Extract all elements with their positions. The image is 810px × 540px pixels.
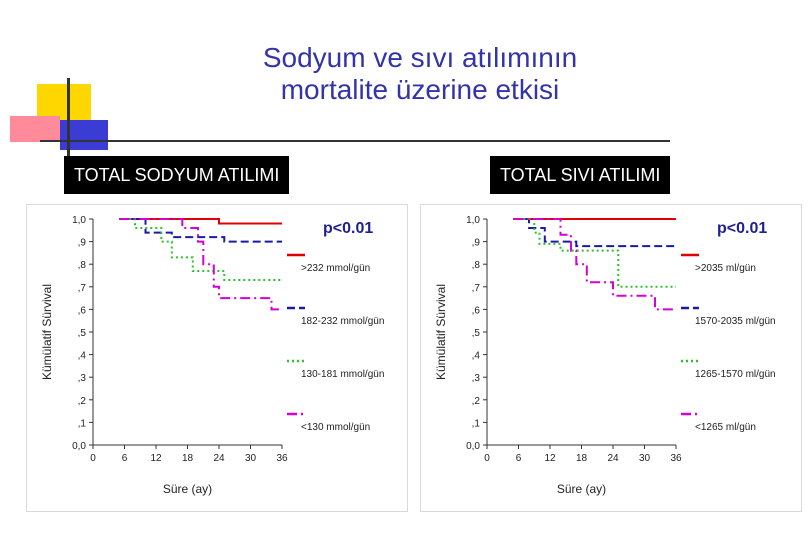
series-line-2 bbox=[513, 218, 676, 248]
x-tick-label: 36 bbox=[670, 453, 682, 464]
chart-svg-fluid: 0,0 ,1 ,2 ,3 ,4 ,5 ,6 ,7 ,8 ,9 1,0 0 6 12 18 24 30 36 Süre… bbox=[434, 215, 776, 496]
series-line-2 bbox=[119, 218, 282, 243]
legend-label-4: <130 mmol/gün bbox=[301, 422, 370, 433]
p-value-annotation: p<0.01 bbox=[717, 220, 767, 237]
title-line-1: Sodyum ve sıvı atılımının bbox=[262, 42, 578, 73]
y-tick-label: ,6 bbox=[472, 305, 481, 316]
y-tick-label: ,3 bbox=[472, 373, 481, 384]
y-tick-label: ,5 bbox=[472, 328, 481, 339]
y-tick-label: 0,0 bbox=[72, 441, 86, 452]
legend-label-1: >2035 ml/gün bbox=[695, 263, 756, 274]
x-axis-label: Süre (ay) bbox=[163, 482, 212, 496]
page-title: Sodyum ve sıvı atılımının mortalite üzer… bbox=[120, 42, 720, 106]
x-tick-label: 0 bbox=[90, 453, 96, 464]
y-tick-label: ,4 bbox=[472, 351, 481, 362]
x-tick-label: 30 bbox=[245, 453, 257, 464]
x-tick-label: 30 bbox=[639, 453, 651, 464]
decoration-vertical-line bbox=[67, 78, 70, 164]
x-tick-label: 12 bbox=[150, 453, 162, 464]
decoration-pink-square bbox=[10, 116, 60, 142]
y-axis-label: Kümülatif Sürvival bbox=[40, 284, 54, 380]
y-tick-label: 1,0 bbox=[72, 215, 86, 226]
y-tick-label: ,8 bbox=[78, 260, 87, 271]
y-tick-label: ,9 bbox=[78, 238, 87, 249]
y-axis-label: Kümülatif Sürvival bbox=[434, 284, 448, 380]
y-tick-label: ,6 bbox=[78, 305, 87, 316]
p-value-annotation: p<0.01 bbox=[323, 220, 373, 237]
chart-panel-sodium: 0,0 ,1 ,2 ,3 ,4 ,5 ,6 ,7 ,8 ,9 1,0 0 6 12 18 24 30 36 Süre… bbox=[26, 204, 408, 512]
series-line-4 bbox=[119, 218, 282, 311]
x-tick-label: 18 bbox=[576, 453, 588, 464]
x-tick-label: 12 bbox=[544, 453, 556, 464]
decoration-horizontal-line bbox=[40, 140, 670, 142]
legend-label-3: 1265-1570 ml/gün bbox=[695, 369, 776, 380]
series-line-3 bbox=[119, 218, 282, 281]
x-tick-label: 36 bbox=[276, 453, 288, 464]
series-line-3 bbox=[513, 218, 676, 288]
y-tick-label: ,3 bbox=[78, 373, 87, 384]
x-tick-label: 6 bbox=[122, 453, 128, 464]
chart-svg-sodium: 0,0 ,1 ,2 ,3 ,4 ,5 ,6 ,7 ,8 ,9 1,0 0 6 12 18 24 30 36 Süre… bbox=[40, 215, 384, 496]
y-tick-label: ,9 bbox=[472, 238, 481, 249]
legend-label-2: 182-232 mmol/gün bbox=[301, 316, 384, 327]
x-tick-label: 24 bbox=[607, 453, 619, 464]
x-tick-label: 18 bbox=[182, 453, 194, 464]
section-label-fluid: TOTAL SIVI ATILIMI bbox=[490, 156, 671, 194]
y-tick-label: 1,0 bbox=[466, 215, 480, 226]
y-tick-label: ,8 bbox=[472, 260, 481, 271]
y-tick-label: ,2 bbox=[472, 396, 481, 407]
legend-label-1: >232 mmol/gün bbox=[301, 263, 370, 274]
chart-panel-fluid: 0,0 ,1 ,2 ,3 ,4 ,5 ,6 ,7 ,8 ,9 1,0 0 6 12 18 24 30 36 Süre… bbox=[420, 204, 802, 512]
y-tick-label: ,2 bbox=[78, 396, 87, 407]
legend-label-4: <1265 ml/gün bbox=[695, 422, 756, 433]
section-label-sodium: TOTAL SODYUM ATILIMI bbox=[64, 156, 290, 194]
y-tick-label: ,4 bbox=[78, 351, 87, 362]
y-tick-label: ,5 bbox=[78, 328, 87, 339]
x-tick-label: 0 bbox=[484, 453, 490, 464]
legend-label-3: 130-181 mmol/gün bbox=[301, 369, 384, 380]
y-tick-label: ,7 bbox=[78, 283, 87, 294]
x-axis-label: Süre (ay) bbox=[557, 482, 606, 496]
x-tick-label: 24 bbox=[213, 453, 225, 464]
y-tick-label: ,1 bbox=[472, 418, 481, 429]
series-line-4 bbox=[513, 218, 676, 311]
legend-label-2: 1570-2035 ml/gün bbox=[695, 316, 776, 327]
y-tick-label: 0,0 bbox=[466, 441, 480, 452]
y-tick-label: ,1 bbox=[78, 418, 87, 429]
x-tick-label: 6 bbox=[516, 453, 522, 464]
title-line-2: mortalite üzerine etkisi bbox=[280, 74, 560, 105]
y-tick-label: ,7 bbox=[472, 283, 481, 294]
